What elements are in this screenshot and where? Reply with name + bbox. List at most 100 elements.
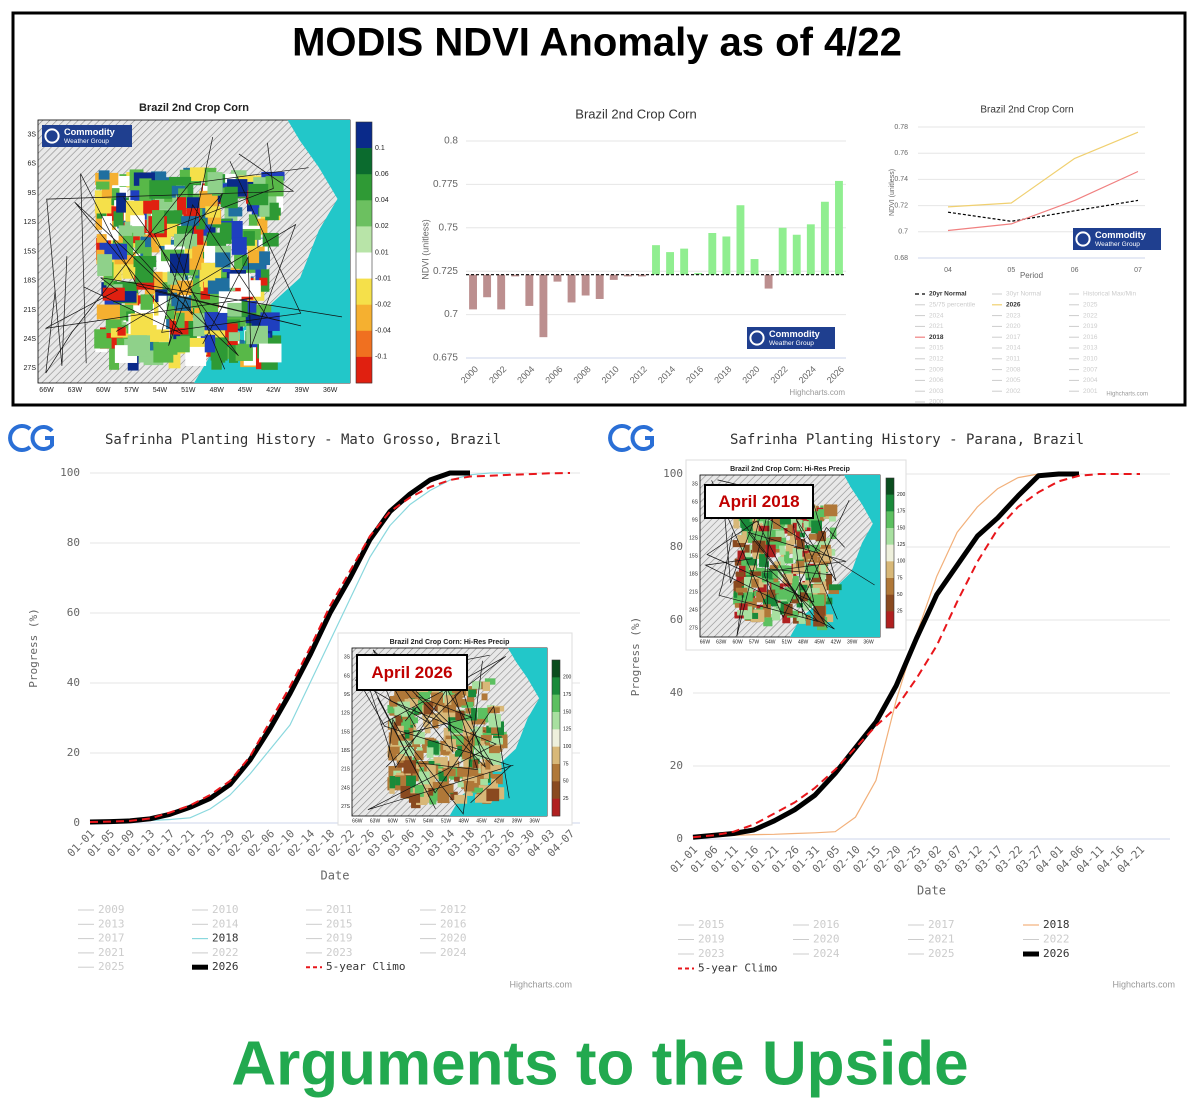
map-cell (773, 577, 779, 583)
lat-label: 18S (689, 571, 699, 577)
series-line (947, 199, 1139, 222)
colorbar-tick-label: -0.04 (375, 328, 391, 335)
map-cell (168, 176, 192, 186)
colorbar-tick-label: -0.01 (375, 275, 391, 282)
map-cell (204, 245, 216, 263)
colorbar-tick-label: 150 (897, 525, 906, 531)
map-cell (786, 589, 792, 603)
map-cell (490, 737, 504, 745)
map-cell (405, 775, 416, 788)
map-border (706, 520, 815, 620)
bar (722, 236, 731, 275)
y-tick-label: 40 (670, 686, 683, 699)
map-cell (481, 693, 488, 701)
legend-label: 2020 (1006, 323, 1021, 330)
lat-label: 6S (692, 499, 699, 505)
map-cell (818, 530, 826, 537)
series-line (947, 170, 1139, 232)
map-cell (743, 606, 753, 620)
map-cell (418, 771, 430, 785)
y-tick-label: 0.725 (433, 266, 458, 277)
map-cell (96, 181, 110, 190)
bar (806, 224, 815, 275)
colorbar-tick-label: 200 (563, 675, 572, 681)
map-cell (752, 540, 766, 553)
legend-label: 2018 (212, 932, 239, 945)
map-cell (135, 264, 154, 283)
legend-label: 2017 (1006, 334, 1021, 341)
colorbar-band (552, 677, 560, 695)
map-cell (804, 580, 812, 590)
series-line (692, 473, 1039, 838)
map-cell (735, 587, 748, 593)
map-cell (759, 554, 767, 567)
map-cell (813, 614, 825, 627)
lat-label: 18S (341, 748, 351, 754)
map-cell (775, 568, 782, 579)
map-cell (789, 531, 798, 545)
legend-label: 2016 (1083, 334, 1098, 341)
legend-label: 2024 (929, 312, 944, 319)
map-cell (181, 221, 202, 231)
map-cell (792, 578, 798, 586)
map-cell (785, 540, 794, 554)
map-cell (411, 764, 422, 772)
map-cell (117, 327, 126, 336)
map-cell (825, 614, 834, 623)
map-cell (745, 563, 754, 578)
map-cell (118, 225, 133, 236)
map-cell (407, 711, 415, 725)
credit: Highcharts.com (789, 388, 845, 397)
map-cell (826, 573, 832, 587)
map-cell (734, 558, 745, 566)
map-border (793, 524, 828, 629)
map-cell (196, 218, 206, 230)
map-cell (140, 294, 153, 310)
map-cell (761, 527, 772, 541)
map-border (704, 558, 835, 630)
legend-label: 2006 (929, 377, 944, 384)
chart-title: Safrinha Planting History - Parana, Braz… (730, 432, 1084, 448)
map-cell (789, 515, 797, 524)
map-cell (99, 236, 109, 260)
map-cell (428, 788, 434, 798)
map-cell (811, 520, 822, 534)
map-cell (778, 556, 785, 570)
y-tick-label: 60 (67, 606, 80, 619)
map-cell (201, 262, 216, 281)
map-cell (430, 741, 439, 755)
y-axis-label: Progress (%) (27, 608, 40, 687)
map-cell (796, 560, 805, 568)
map-cell (829, 527, 837, 540)
legend-label: 2013 (98, 917, 125, 930)
colorbar-band (356, 356, 372, 384)
map-cell (798, 613, 806, 624)
legend-label: 2018 (929, 334, 944, 341)
map-cell (96, 234, 107, 243)
legend-label: 2004 (1083, 377, 1098, 384)
lon-label: 36W (323, 387, 338, 394)
map-cell (399, 746, 414, 757)
lon-label: 66W (700, 639, 711, 645)
legend-label: 2016 (440, 917, 467, 930)
map-cell (432, 781, 444, 789)
legend-label: 2010 (1083, 356, 1098, 363)
legend-label: 2022 (1043, 933, 1070, 946)
map-cell (113, 211, 124, 227)
logo-box (747, 327, 835, 349)
map-cell (462, 745, 473, 760)
map-cell (265, 176, 284, 197)
map-cell (163, 210, 183, 224)
legend-label: 2021 (98, 946, 125, 959)
colorbar-band (552, 746, 560, 765)
colorbar-band (886, 528, 894, 545)
y-axis-label: NDVI (unitless) (889, 169, 896, 216)
lat-label: 27S (341, 804, 351, 810)
y-tick-label: 80 (67, 536, 80, 549)
map-cell (486, 753, 502, 765)
lon-label: 51W (181, 387, 196, 394)
map-cell (408, 793, 421, 803)
legend-label: 25/75 percentile (929, 302, 976, 309)
map-cell (118, 175, 137, 187)
bar (694, 272, 703, 275)
